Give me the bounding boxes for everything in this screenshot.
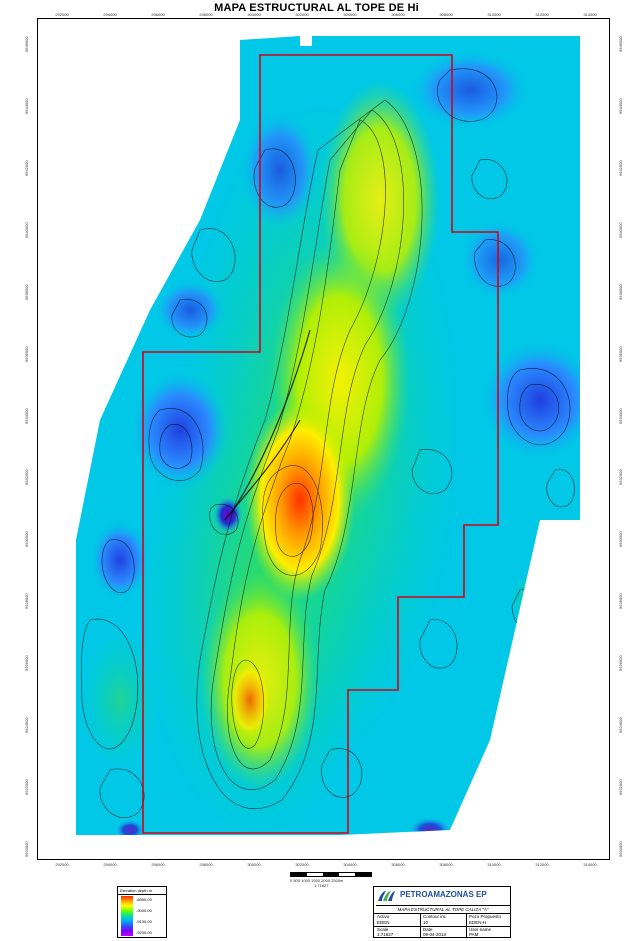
elevation-surface	[76, 36, 580, 835]
field-value-date: 09-04-2013	[423, 932, 447, 937]
divider	[466, 913, 467, 938]
divider	[374, 913, 510, 914]
x-tick-label: 312000	[535, 862, 549, 867]
legend-color-ramp	[121, 896, 133, 936]
x-tick-label: 296000	[151, 12, 165, 17]
field-label-activo: Activo	[377, 914, 390, 919]
field-value-pozo: EDEN-H	[469, 920, 487, 925]
legend-label: -9100.00	[136, 919, 152, 924]
legend-title: Elevation depth m	[118, 887, 166, 895]
x-tick-label: 296000	[151, 862, 165, 867]
x-tick-label: 294000	[103, 862, 117, 867]
x-tick-label: 308000	[439, 862, 453, 867]
map-title: MAPA ESTRUCTURAL AL TOPE DE Hi	[214, 2, 419, 14]
field-label-pozo: Pozo Propuesto	[469, 914, 502, 919]
x-tick-label: 298000	[199, 12, 213, 17]
field-value-activo: EDEN	[377, 920, 390, 925]
x-tick-label: 304000	[343, 862, 357, 867]
field-label-scale: Scale	[377, 927, 389, 932]
x-tick-label: 308000	[439, 12, 453, 17]
contour-lines	[80, 68, 575, 818]
divider	[374, 926, 510, 927]
x-tick-label: 312000	[535, 12, 549, 17]
x-tick-label: 292000	[55, 862, 69, 867]
divider	[420, 913, 421, 938]
scale-ratio: 1:71627	[314, 883, 329, 888]
x-tick-label: 292000	[55, 12, 69, 17]
color-legend: Elevation depth m -8900.00 -9000.00 -910…	[117, 886, 167, 938]
x-tick-label: 310000	[487, 12, 501, 17]
company-name: PETROAMAZONAS EP	[400, 890, 487, 899]
map-frame	[37, 18, 610, 860]
x-tick-label: 294000	[103, 12, 117, 17]
block-boundary	[142, 54, 499, 834]
x-tick-label: 300000	[247, 862, 261, 867]
field-label-contour: Contour inc	[423, 914, 447, 919]
field-label-date: Date	[423, 927, 433, 932]
scale-bar-label: 0 500 1000 1500 2000 2500m	[290, 878, 344, 883]
x-tick-label: 306000	[391, 12, 405, 17]
x-tick-label: 314000	[583, 862, 597, 867]
legend-label: -8900.00	[136, 897, 152, 902]
legend-label: -9200.00	[136, 930, 152, 935]
scale-bar: 0 500 1000 1500 2000 2500m 1:71627	[290, 872, 372, 888]
legend-label: -9000.00	[136, 908, 152, 913]
field-label-user: User name	[469, 927, 492, 932]
x-tick-label: 304000	[343, 12, 357, 17]
field-value-user: PAM	[469, 932, 479, 937]
x-tick-label: 302000	[295, 12, 309, 17]
x-tick-label: 298000	[199, 862, 213, 867]
title-block-map-title: MAPA ESTRUCTURAL AL TOPE CALIZA "A"	[376, 905, 510, 912]
field-value-contour: 10	[423, 920, 429, 925]
x-tick-label: 306000	[391, 862, 405, 867]
x-tick-label: 314000	[583, 12, 597, 17]
x-tick-label: 300000	[247, 12, 261, 17]
scale-bar-graphic	[290, 872, 372, 877]
x-tick-label: 302000	[295, 862, 309, 867]
company-logo-icon	[378, 891, 395, 901]
title-block: PETROAMAZONAS EP MAPA ESTRUCTURAL AL TOP…	[373, 886, 511, 938]
x-tick-label: 310000	[487, 862, 501, 867]
field-value-scale: 1:71627	[377, 932, 394, 937]
